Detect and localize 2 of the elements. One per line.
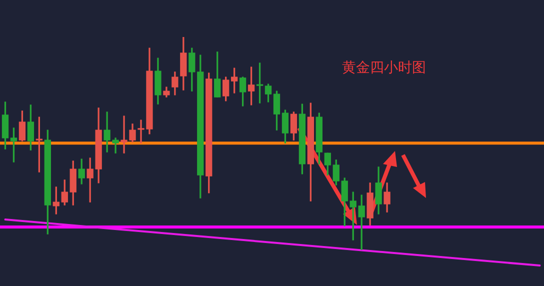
text: 黄金四小时图 bbox=[342, 59, 426, 77]
candlestick bbox=[256, 62, 264, 104]
